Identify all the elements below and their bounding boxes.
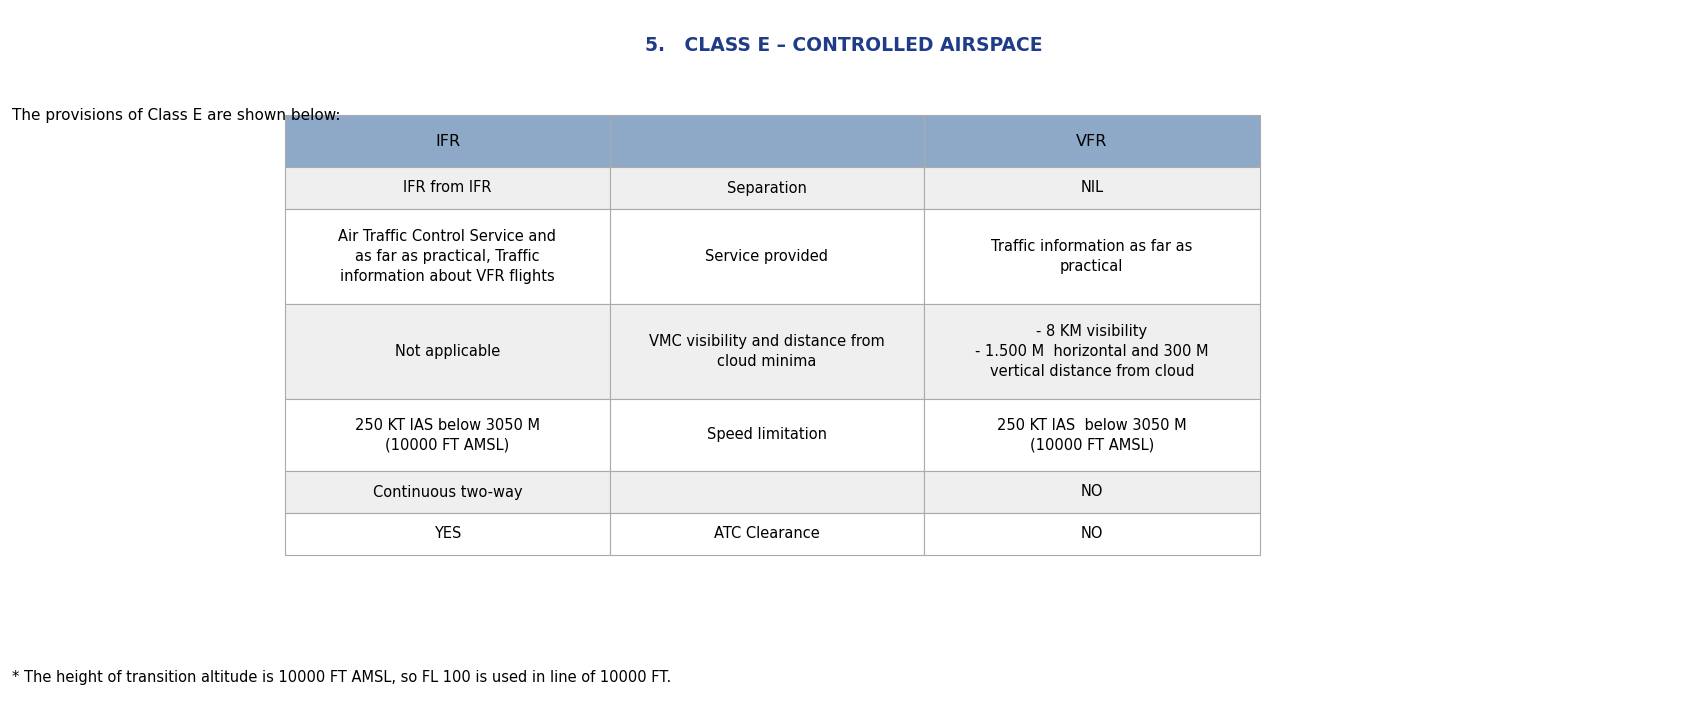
Text: Continuous two-way: Continuous two-way (373, 485, 522, 500)
Bar (923, 513, 1259, 555)
Bar (285, 115, 609, 167)
Bar (285, 304, 609, 399)
Text: IFR from IFR: IFR from IFR (403, 181, 491, 196)
Text: VMC visibility and distance from
cloud minima: VMC visibility and distance from cloud m… (648, 334, 885, 369)
Text: 250 KT IAS below 3050 M
(10000 FT AMSL): 250 KT IAS below 3050 M (10000 FT AMSL) (354, 418, 540, 452)
Text: 5.   CLASS E – CONTROLLED AIRSPACE: 5. CLASS E – CONTROLLED AIRSPACE (645, 36, 1043, 55)
Text: Service provided: Service provided (706, 249, 829, 264)
Bar (609, 167, 923, 209)
Text: NIL: NIL (1080, 181, 1104, 196)
Bar (923, 115, 1259, 167)
Bar (609, 304, 923, 399)
Bar (923, 304, 1259, 399)
Bar (609, 513, 923, 555)
Text: - 8 KM visibility
- 1.500 M  horizontal and 300 M
vertical distance from cloud: - 8 KM visibility - 1.500 M horizontal a… (976, 324, 1209, 379)
Bar (923, 167, 1259, 209)
Text: Not applicable: Not applicable (395, 344, 500, 359)
Text: Air Traffic Control Service and
as far as practical, Traffic
information about V: Air Traffic Control Service and as far a… (339, 229, 557, 284)
Text: * The height of transition altitude is 10000 FT AMSL, so FL 100 is used in line : * The height of transition altitude is 1… (12, 670, 672, 685)
Text: Separation: Separation (728, 181, 807, 196)
Text: Speed limitation: Speed limitation (707, 428, 827, 443)
Bar (285, 209, 609, 304)
Text: NO: NO (1080, 485, 1102, 500)
Bar (609, 471, 923, 513)
Text: VFR: VFR (1077, 133, 1107, 148)
Bar (923, 209, 1259, 304)
Text: Traffic information as far as
practical: Traffic information as far as practical (991, 239, 1192, 274)
Bar (285, 399, 609, 471)
Bar (285, 471, 609, 513)
Bar (609, 209, 923, 304)
Bar (285, 513, 609, 555)
Bar (609, 399, 923, 471)
Text: 250 KT IAS  below 3050 M
(10000 FT AMSL): 250 KT IAS below 3050 M (10000 FT AMSL) (998, 418, 1187, 452)
Text: The provisions of Class E are shown below:: The provisions of Class E are shown belo… (12, 108, 341, 123)
Text: ATC Clearance: ATC Clearance (714, 526, 820, 541)
Bar (609, 115, 923, 167)
Text: NO: NO (1080, 526, 1102, 541)
Text: YES: YES (434, 526, 461, 541)
Bar (923, 471, 1259, 513)
Bar (923, 399, 1259, 471)
Text: IFR: IFR (436, 133, 461, 148)
Bar (285, 167, 609, 209)
